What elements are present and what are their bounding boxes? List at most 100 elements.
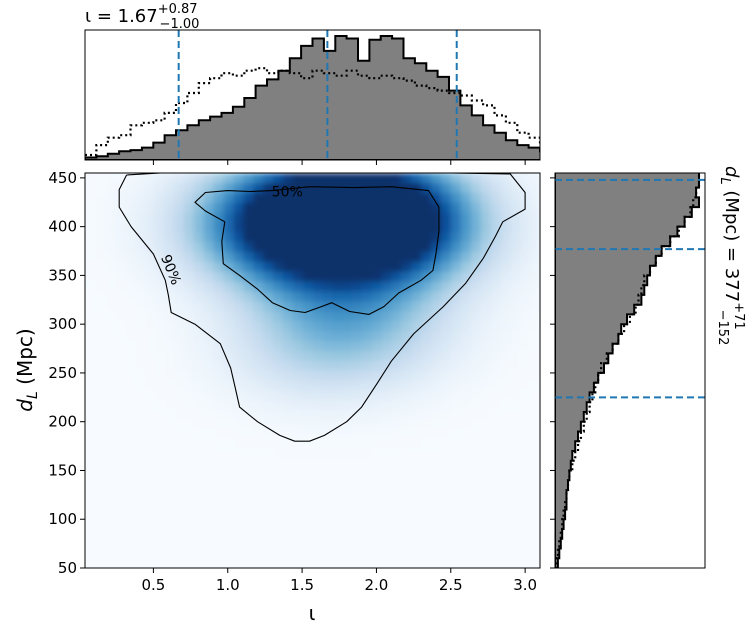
heatmap-cell — [154, 528, 165, 539]
right-label-rest: (Mpc) = 377 — [721, 185, 742, 303]
heatmap-cell — [312, 390, 323, 401]
heatmap-cell — [144, 489, 155, 500]
heatmap-cell — [302, 301, 314, 312]
heatmap-cell — [391, 232, 403, 243]
heatmap-cell — [104, 370, 116, 381]
heatmap-cell — [282, 331, 294, 342]
right-label-sub: L — [717, 177, 732, 184]
heatmap-cell — [401, 439, 413, 451]
heatmap-cell — [144, 469, 155, 480]
heatmap-cell — [94, 489, 106, 500]
heatmap-cell — [203, 439, 215, 451]
heatmap-cell — [213, 518, 225, 530]
heatmap-cell — [263, 429, 274, 441]
heatmap-cell — [282, 380, 294, 391]
heatmap-cell — [520, 439, 531, 451]
heatmap-cell — [243, 182, 254, 194]
heatmap-cell — [342, 459, 353, 470]
heatmap-cell — [124, 321, 136, 332]
heatmap-cell — [253, 232, 264, 243]
heatmap-cell — [480, 192, 492, 204]
heatmap-cell — [530, 459, 540, 470]
heatmap-cell — [381, 518, 393, 530]
heatmap-cell — [411, 419, 422, 431]
heatmap-cell — [431, 271, 442, 283]
heatmap-cell — [144, 410, 155, 421]
heatmap-cell — [174, 400, 185, 411]
heatmap-cell — [312, 380, 323, 391]
heatmap-cell — [530, 419, 540, 431]
heatmap-cell — [322, 222, 333, 233]
heatmap-cell — [302, 271, 314, 283]
heatmap-cell — [530, 429, 540, 441]
heatmap-cell — [450, 508, 462, 520]
heatmap-cell — [94, 182, 106, 194]
joint-y-label-unit: (Mpc) — [13, 328, 37, 391]
heatmap-cell — [401, 271, 413, 283]
heatmap-cell — [124, 429, 136, 441]
heatmap-cell — [332, 252, 343, 263]
heatmap-cell — [391, 242, 403, 253]
heatmap-cell — [154, 479, 165, 490]
heatmap-cell — [361, 242, 373, 253]
heatmap-cell — [263, 548, 274, 559]
heatmap-cell — [292, 331, 304, 342]
heatmap-cell — [263, 370, 274, 381]
heatmap-cell — [223, 380, 234, 391]
heatmap-cell — [193, 479, 205, 490]
heatmap-cell — [193, 301, 205, 312]
heatmap-cell — [322, 419, 333, 431]
heatmap-cell — [371, 380, 383, 391]
heatmap-cell — [302, 281, 314, 293]
heatmap-cell — [500, 261, 511, 273]
heatmap-cell — [312, 350, 323, 362]
heatmap-cell — [85, 281, 96, 293]
heatmap-cell — [401, 370, 413, 381]
heatmap-cell — [520, 291, 531, 302]
heatmap-cell — [104, 321, 116, 332]
heatmap-cell — [183, 459, 195, 470]
heatmap-cell — [174, 558, 185, 568]
heatmap-cell — [441, 390, 452, 401]
heatmap-cell — [174, 350, 185, 362]
heatmap-cell — [292, 528, 304, 539]
heatmap-cell — [213, 301, 225, 312]
heatmap-cell — [361, 212, 373, 223]
heatmap-cell — [94, 548, 106, 559]
heatmap-cell — [490, 281, 502, 293]
heatmap-cell — [530, 518, 540, 530]
heatmap-cell — [510, 301, 521, 312]
heatmap-cell — [510, 558, 521, 568]
heatmap-cell — [391, 469, 403, 480]
heatmap-cell — [322, 182, 333, 194]
heatmap-cell — [470, 518, 482, 530]
heatmap-cell — [154, 419, 165, 431]
heatmap-cell — [460, 419, 472, 431]
heatmap-cell — [243, 281, 254, 293]
heatmap-cell — [154, 469, 165, 480]
heatmap-cell — [530, 390, 540, 401]
heatmap-cell — [213, 252, 225, 263]
heatmap-cell — [134, 380, 145, 391]
heatmap-cell — [223, 291, 234, 302]
heatmap-cell — [401, 242, 413, 253]
heatmap-cell — [312, 331, 323, 342]
heatmap-cell — [302, 419, 314, 431]
heatmap-cell — [144, 321, 155, 332]
heatmap-cell — [292, 498, 304, 510]
heatmap-cell — [104, 518, 116, 530]
right-filled-histogram — [555, 173, 700, 568]
top-marginal-panel: ι = 1.67+0.87 −1.00 — [84, 2, 541, 165]
heatmap-cell — [183, 390, 195, 401]
heatmap-cell — [272, 182, 284, 194]
heatmap-cell — [500, 331, 511, 342]
heatmap-cell — [361, 271, 373, 283]
heatmap-cell — [530, 350, 540, 362]
heatmap-cell — [233, 232, 244, 243]
heatmap-cell — [371, 419, 383, 431]
heatmap-cell — [292, 311, 304, 322]
heatmap-cell — [302, 498, 314, 510]
heatmap-cell — [530, 222, 540, 233]
heatmap-cell — [460, 340, 472, 352]
heatmap-cell — [104, 261, 116, 273]
